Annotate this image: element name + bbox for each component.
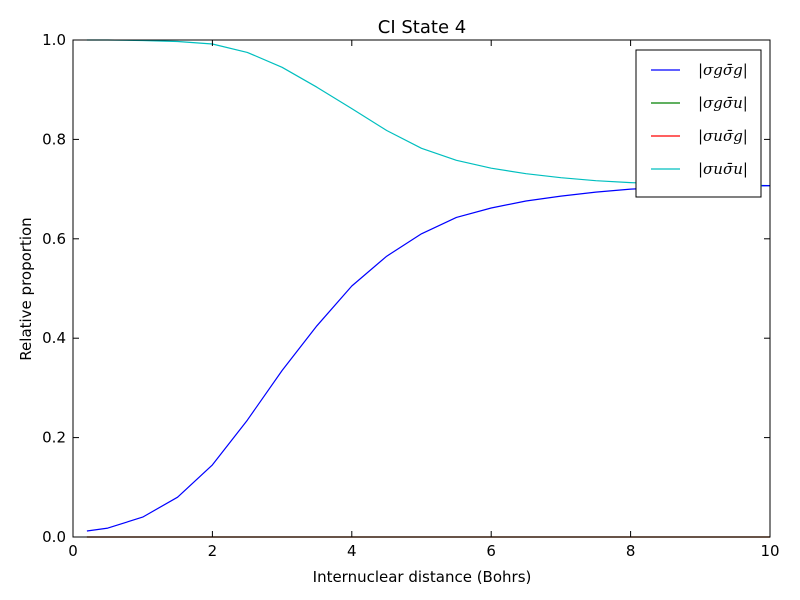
x-tick-label: 6 [486, 542, 496, 560]
x-tick-label: 2 [208, 542, 218, 560]
legend: |σgσ̄g| |σgσ̄u| |σuσ̄g| |σuσ̄u| [635, 49, 762, 198]
y-axis-label: Relative proportion [17, 217, 35, 360]
y-tick-label: 0.6 [42, 230, 66, 248]
legend-label: |σuσ̄u| [698, 160, 748, 178]
x-tick-label: 8 [626, 542, 636, 560]
y-tick-label: 0.8 [42, 130, 66, 148]
legend-label: |σgσ̄g| [698, 61, 748, 79]
y-tick-label: 0.4 [42, 329, 66, 347]
y-tick-label: 1.0 [42, 31, 66, 49]
tick-layer: 0 2 4 6 8 10 0.0 0.2 0.4 0.6 0.8 1.0 [42, 31, 779, 560]
legend-label: |σuσ̄g| [698, 127, 748, 145]
x-tick-label: 4 [347, 542, 357, 560]
legend-box [635, 49, 762, 198]
x-tick-label: 0 [68, 542, 78, 560]
x-tick-label: 10 [760, 542, 779, 560]
series-line [86, 185, 771, 532]
x-axis-label: Internuclear distance (Bohrs) [313, 568, 532, 586]
legend-label: |σgσ̄u| [698, 94, 748, 112]
y-tick-label: 0.2 [42, 429, 66, 447]
y-tick-label: 0.0 [42, 528, 66, 546]
chart-title: CI State 4 [378, 17, 466, 38]
plot-frame [72, 39, 771, 538]
